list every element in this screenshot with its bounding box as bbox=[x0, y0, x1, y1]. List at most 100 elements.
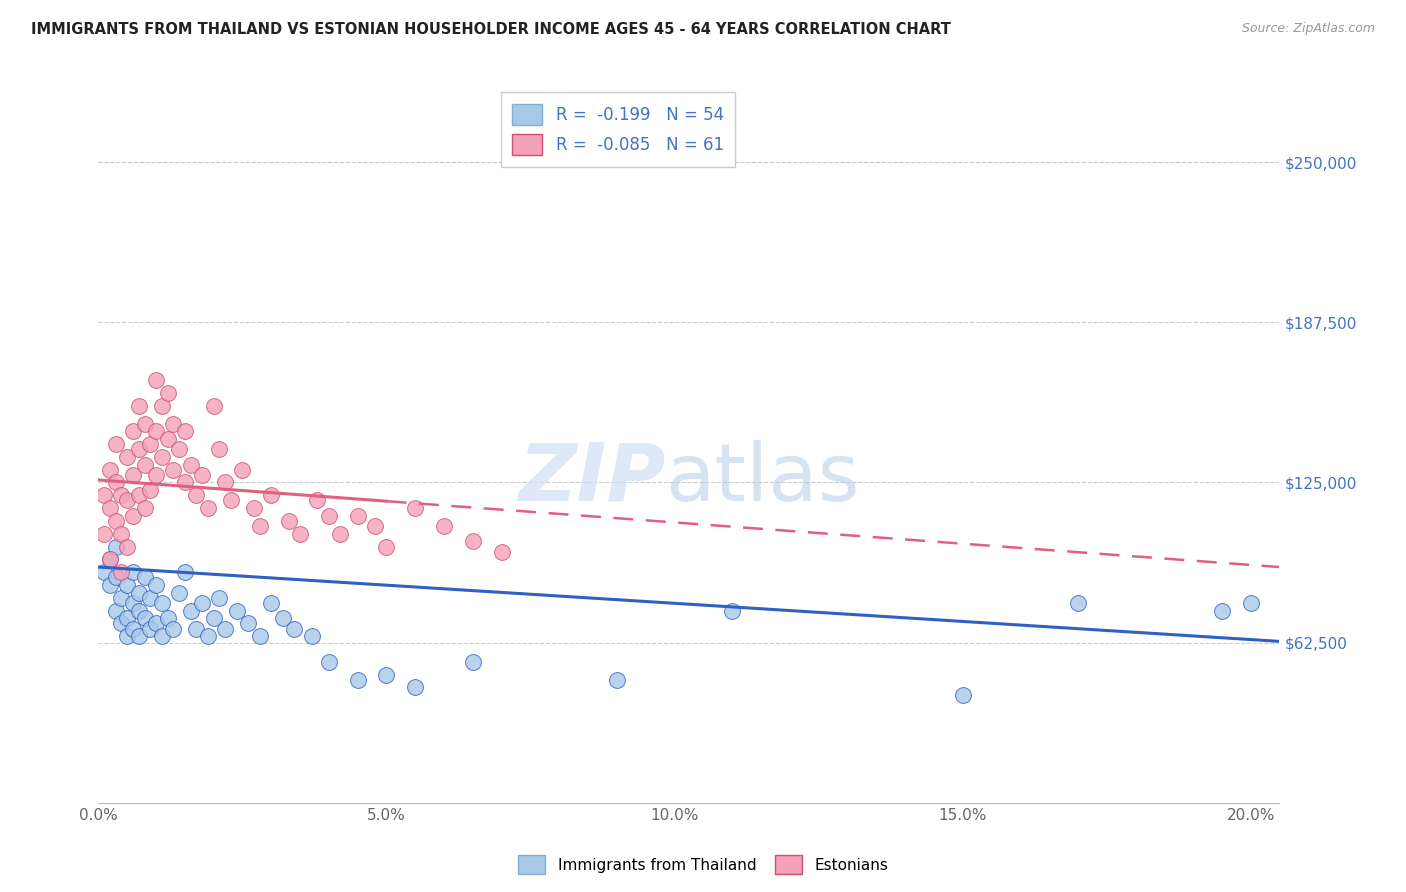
Point bbox=[318, 655, 340, 669]
Point bbox=[186, 488, 208, 502]
Point bbox=[110, 616, 132, 631]
Point bbox=[139, 483, 162, 498]
Point bbox=[122, 565, 145, 579]
Point bbox=[110, 526, 132, 541]
Point bbox=[214, 475, 236, 490]
Point bbox=[375, 667, 398, 681]
Point bbox=[145, 578, 167, 592]
Point bbox=[110, 591, 132, 605]
Point bbox=[93, 565, 115, 579]
Point bbox=[110, 565, 132, 579]
Point bbox=[318, 508, 340, 523]
Point bbox=[271, 611, 294, 625]
Point bbox=[307, 493, 329, 508]
Point bbox=[346, 508, 368, 523]
Point bbox=[104, 604, 127, 618]
Point bbox=[202, 611, 225, 625]
Point bbox=[197, 629, 219, 643]
Point bbox=[150, 399, 173, 413]
Point bbox=[167, 442, 190, 457]
Point bbox=[134, 570, 156, 584]
Point bbox=[139, 591, 162, 605]
Point bbox=[173, 565, 195, 579]
Point bbox=[1211, 604, 1233, 618]
Point bbox=[134, 501, 156, 516]
Point bbox=[115, 629, 138, 643]
Point bbox=[150, 596, 173, 610]
Point bbox=[375, 540, 398, 554]
Point bbox=[134, 458, 156, 472]
Point bbox=[139, 437, 162, 451]
Point bbox=[197, 501, 219, 516]
Point bbox=[461, 655, 484, 669]
Text: Source: ZipAtlas.com: Source: ZipAtlas.com bbox=[1241, 22, 1375, 36]
Point bbox=[115, 578, 138, 592]
Point bbox=[260, 596, 283, 610]
Point bbox=[115, 450, 138, 464]
Point bbox=[122, 622, 145, 636]
Point bbox=[225, 604, 247, 618]
Point bbox=[145, 373, 167, 387]
Point bbox=[98, 552, 121, 566]
Point bbox=[156, 432, 179, 446]
Point bbox=[191, 596, 214, 610]
Point bbox=[186, 622, 208, 636]
Point bbox=[433, 519, 456, 533]
Point bbox=[606, 673, 628, 687]
Point bbox=[145, 616, 167, 631]
Point bbox=[167, 585, 190, 599]
Point bbox=[104, 570, 127, 584]
Point bbox=[1240, 596, 1263, 610]
Point bbox=[122, 508, 145, 523]
Point bbox=[134, 611, 156, 625]
Point bbox=[249, 629, 271, 643]
Point bbox=[122, 424, 145, 438]
Point bbox=[1067, 596, 1090, 610]
Point bbox=[404, 501, 426, 516]
Point bbox=[301, 629, 323, 643]
Point bbox=[122, 596, 145, 610]
Point bbox=[134, 417, 156, 431]
Point bbox=[346, 673, 368, 687]
Point bbox=[115, 493, 138, 508]
Point bbox=[128, 442, 150, 457]
Point bbox=[721, 604, 744, 618]
Point bbox=[329, 526, 352, 541]
Point bbox=[156, 611, 179, 625]
Point bbox=[162, 417, 184, 431]
Point bbox=[98, 463, 121, 477]
Text: atlas: atlas bbox=[665, 440, 859, 517]
Point bbox=[156, 385, 179, 400]
Point bbox=[128, 629, 150, 643]
Point bbox=[93, 526, 115, 541]
Point bbox=[364, 519, 387, 533]
Point bbox=[404, 681, 426, 695]
Point bbox=[243, 501, 266, 516]
Point bbox=[180, 458, 202, 472]
Point bbox=[249, 519, 271, 533]
Point bbox=[283, 622, 305, 636]
Point bbox=[98, 552, 121, 566]
Point bbox=[128, 399, 150, 413]
Point bbox=[219, 493, 242, 508]
Point bbox=[98, 501, 121, 516]
Point bbox=[122, 467, 145, 482]
Point bbox=[288, 526, 311, 541]
Point bbox=[173, 424, 195, 438]
Point bbox=[238, 616, 260, 631]
Point bbox=[231, 463, 253, 477]
Point bbox=[173, 475, 195, 490]
Point bbox=[110, 488, 132, 502]
Text: IMMIGRANTS FROM THAILAND VS ESTONIAN HOUSEHOLDER INCOME AGES 45 - 64 YEARS CORRE: IMMIGRANTS FROM THAILAND VS ESTONIAN HOU… bbox=[31, 22, 950, 37]
Point bbox=[93, 488, 115, 502]
Point bbox=[104, 437, 127, 451]
Point bbox=[162, 463, 184, 477]
Point bbox=[115, 611, 138, 625]
Point bbox=[491, 544, 513, 558]
Point bbox=[104, 514, 127, 528]
Legend: Immigrants from Thailand, Estonians: Immigrants from Thailand, Estonians bbox=[512, 849, 894, 880]
Point bbox=[461, 534, 484, 549]
Point bbox=[115, 540, 138, 554]
Point bbox=[145, 467, 167, 482]
Point bbox=[260, 488, 283, 502]
